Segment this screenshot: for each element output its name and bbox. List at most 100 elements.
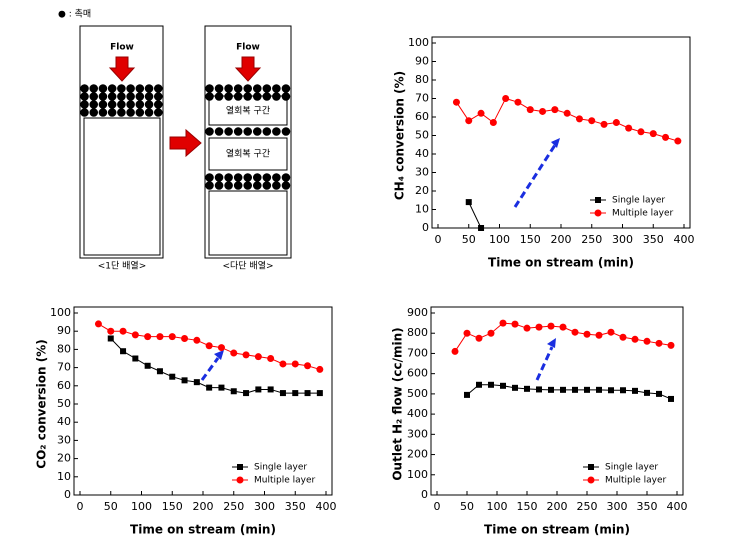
catalyst-particle <box>205 127 214 136</box>
data-point <box>536 386 542 393</box>
catalyst-particle <box>107 84 117 93</box>
catalyst-particle <box>262 181 272 190</box>
catalyst-particle <box>252 127 262 136</box>
catalyst-particle <box>144 92 154 101</box>
data-point <box>619 333 627 341</box>
legend-marker <box>588 464 594 470</box>
y-tick-label: 700 <box>407 346 428 359</box>
data-point <box>156 333 164 341</box>
data-point <box>514 98 522 106</box>
data-point <box>230 388 237 395</box>
catalyst-particle <box>262 127 272 136</box>
y-tick-label: 60 <box>415 110 429 123</box>
data-point <box>193 336 201 344</box>
y-tick-label: 20 <box>57 452 71 465</box>
data-point <box>107 327 115 335</box>
catalyst-particle <box>126 92 135 101</box>
data-point <box>575 115 583 123</box>
data-point <box>255 386 262 393</box>
data-point <box>292 390 299 397</box>
catalyst-particle <box>205 92 214 101</box>
data-point <box>279 390 286 397</box>
series-line <box>456 97 678 142</box>
data-point <box>607 328 615 336</box>
catalyst-particle <box>153 92 163 101</box>
catalyst-particle <box>272 127 281 136</box>
data-point <box>668 395 674 402</box>
catalyst-particle <box>98 108 108 117</box>
y-tick-label: 90 <box>57 324 71 337</box>
data-point <box>316 365 324 373</box>
y-tick-label: 40 <box>57 415 71 428</box>
catalyst-particle <box>107 108 117 117</box>
data-point <box>547 322 555 330</box>
catalyst-particle <box>233 127 243 136</box>
trend-arrow <box>513 144 557 208</box>
data-point <box>452 98 460 106</box>
catalyst-particle <box>233 173 243 182</box>
data-point <box>181 377 188 384</box>
y-axis-title: Outlet H₂ flow (cc/min) <box>391 327 405 480</box>
catalyst-particle <box>126 84 135 93</box>
y-tick-label: 0 <box>64 488 71 501</box>
data-point <box>132 355 139 362</box>
data-point <box>612 119 620 127</box>
y-axis-title: CO₂ conversion (%) <box>35 339 49 468</box>
data-point <box>620 387 626 394</box>
y-tick-label: 400 <box>407 407 428 420</box>
data-point <box>502 95 510 102</box>
data-point <box>644 389 650 396</box>
data-point <box>489 119 497 127</box>
legend-marker <box>594 209 602 217</box>
catalyst-particle <box>281 173 291 182</box>
data-point <box>144 333 152 341</box>
y-tick-label: 500 <box>407 387 428 400</box>
data-point <box>500 382 506 389</box>
catalyst-particle <box>214 92 224 101</box>
y-tick-label: 70 <box>415 92 429 105</box>
catalyst-particle <box>252 173 262 182</box>
catalyst-particle <box>153 84 163 93</box>
catalyst-particle <box>153 108 163 117</box>
chart: 0 50 100 150 200 250 300 350 400 0 100 200 300 400 500… <box>391 306 688 537</box>
data-point <box>563 109 571 117</box>
data-point <box>488 381 494 388</box>
catalyst-particle <box>262 92 272 101</box>
legend-label: Multiple layer <box>612 209 673 219</box>
chart: 0 50 100 150 200 250 300 350 400 0 10 20 30 40 50 60 70 8… <box>35 306 337 537</box>
catalyst-particle <box>262 173 272 182</box>
catalyst-particle <box>135 100 145 109</box>
data-point <box>254 353 262 361</box>
reactor-box <box>204 25 292 259</box>
data-point <box>656 390 662 397</box>
x-tick-label: 400 <box>667 500 688 513</box>
catalyst-particle <box>224 84 233 93</box>
x-tick-label: 250 <box>577 500 598 513</box>
catalyst-particle <box>272 173 281 182</box>
data-point <box>156 368 163 375</box>
x-tick-label: 100 <box>131 500 152 513</box>
y-tick-label: 10 <box>415 203 429 216</box>
catalyst-particle <box>135 92 145 101</box>
catalyst-particle <box>80 108 89 117</box>
data-point <box>205 342 213 350</box>
y-tick-label: 80 <box>415 73 429 86</box>
data-point <box>608 387 614 394</box>
catalyst-particle <box>126 100 135 109</box>
catalyst-particle <box>243 84 253 93</box>
catalyst-particle <box>243 92 253 101</box>
data-point <box>487 329 495 337</box>
data-point <box>451 347 459 355</box>
data-point <box>464 391 470 398</box>
catalyst-particle <box>144 108 154 117</box>
x-tick-label: 150 <box>520 233 541 246</box>
data-point <box>674 137 682 145</box>
data-point <box>667 341 675 349</box>
x-axis-title: Time on stream (min) <box>488 256 634 270</box>
catalyst-particle <box>107 92 117 101</box>
data-point <box>131 331 139 339</box>
x-tick-label: 250 <box>581 233 602 246</box>
legend-label: Multiple layer <box>605 476 666 486</box>
